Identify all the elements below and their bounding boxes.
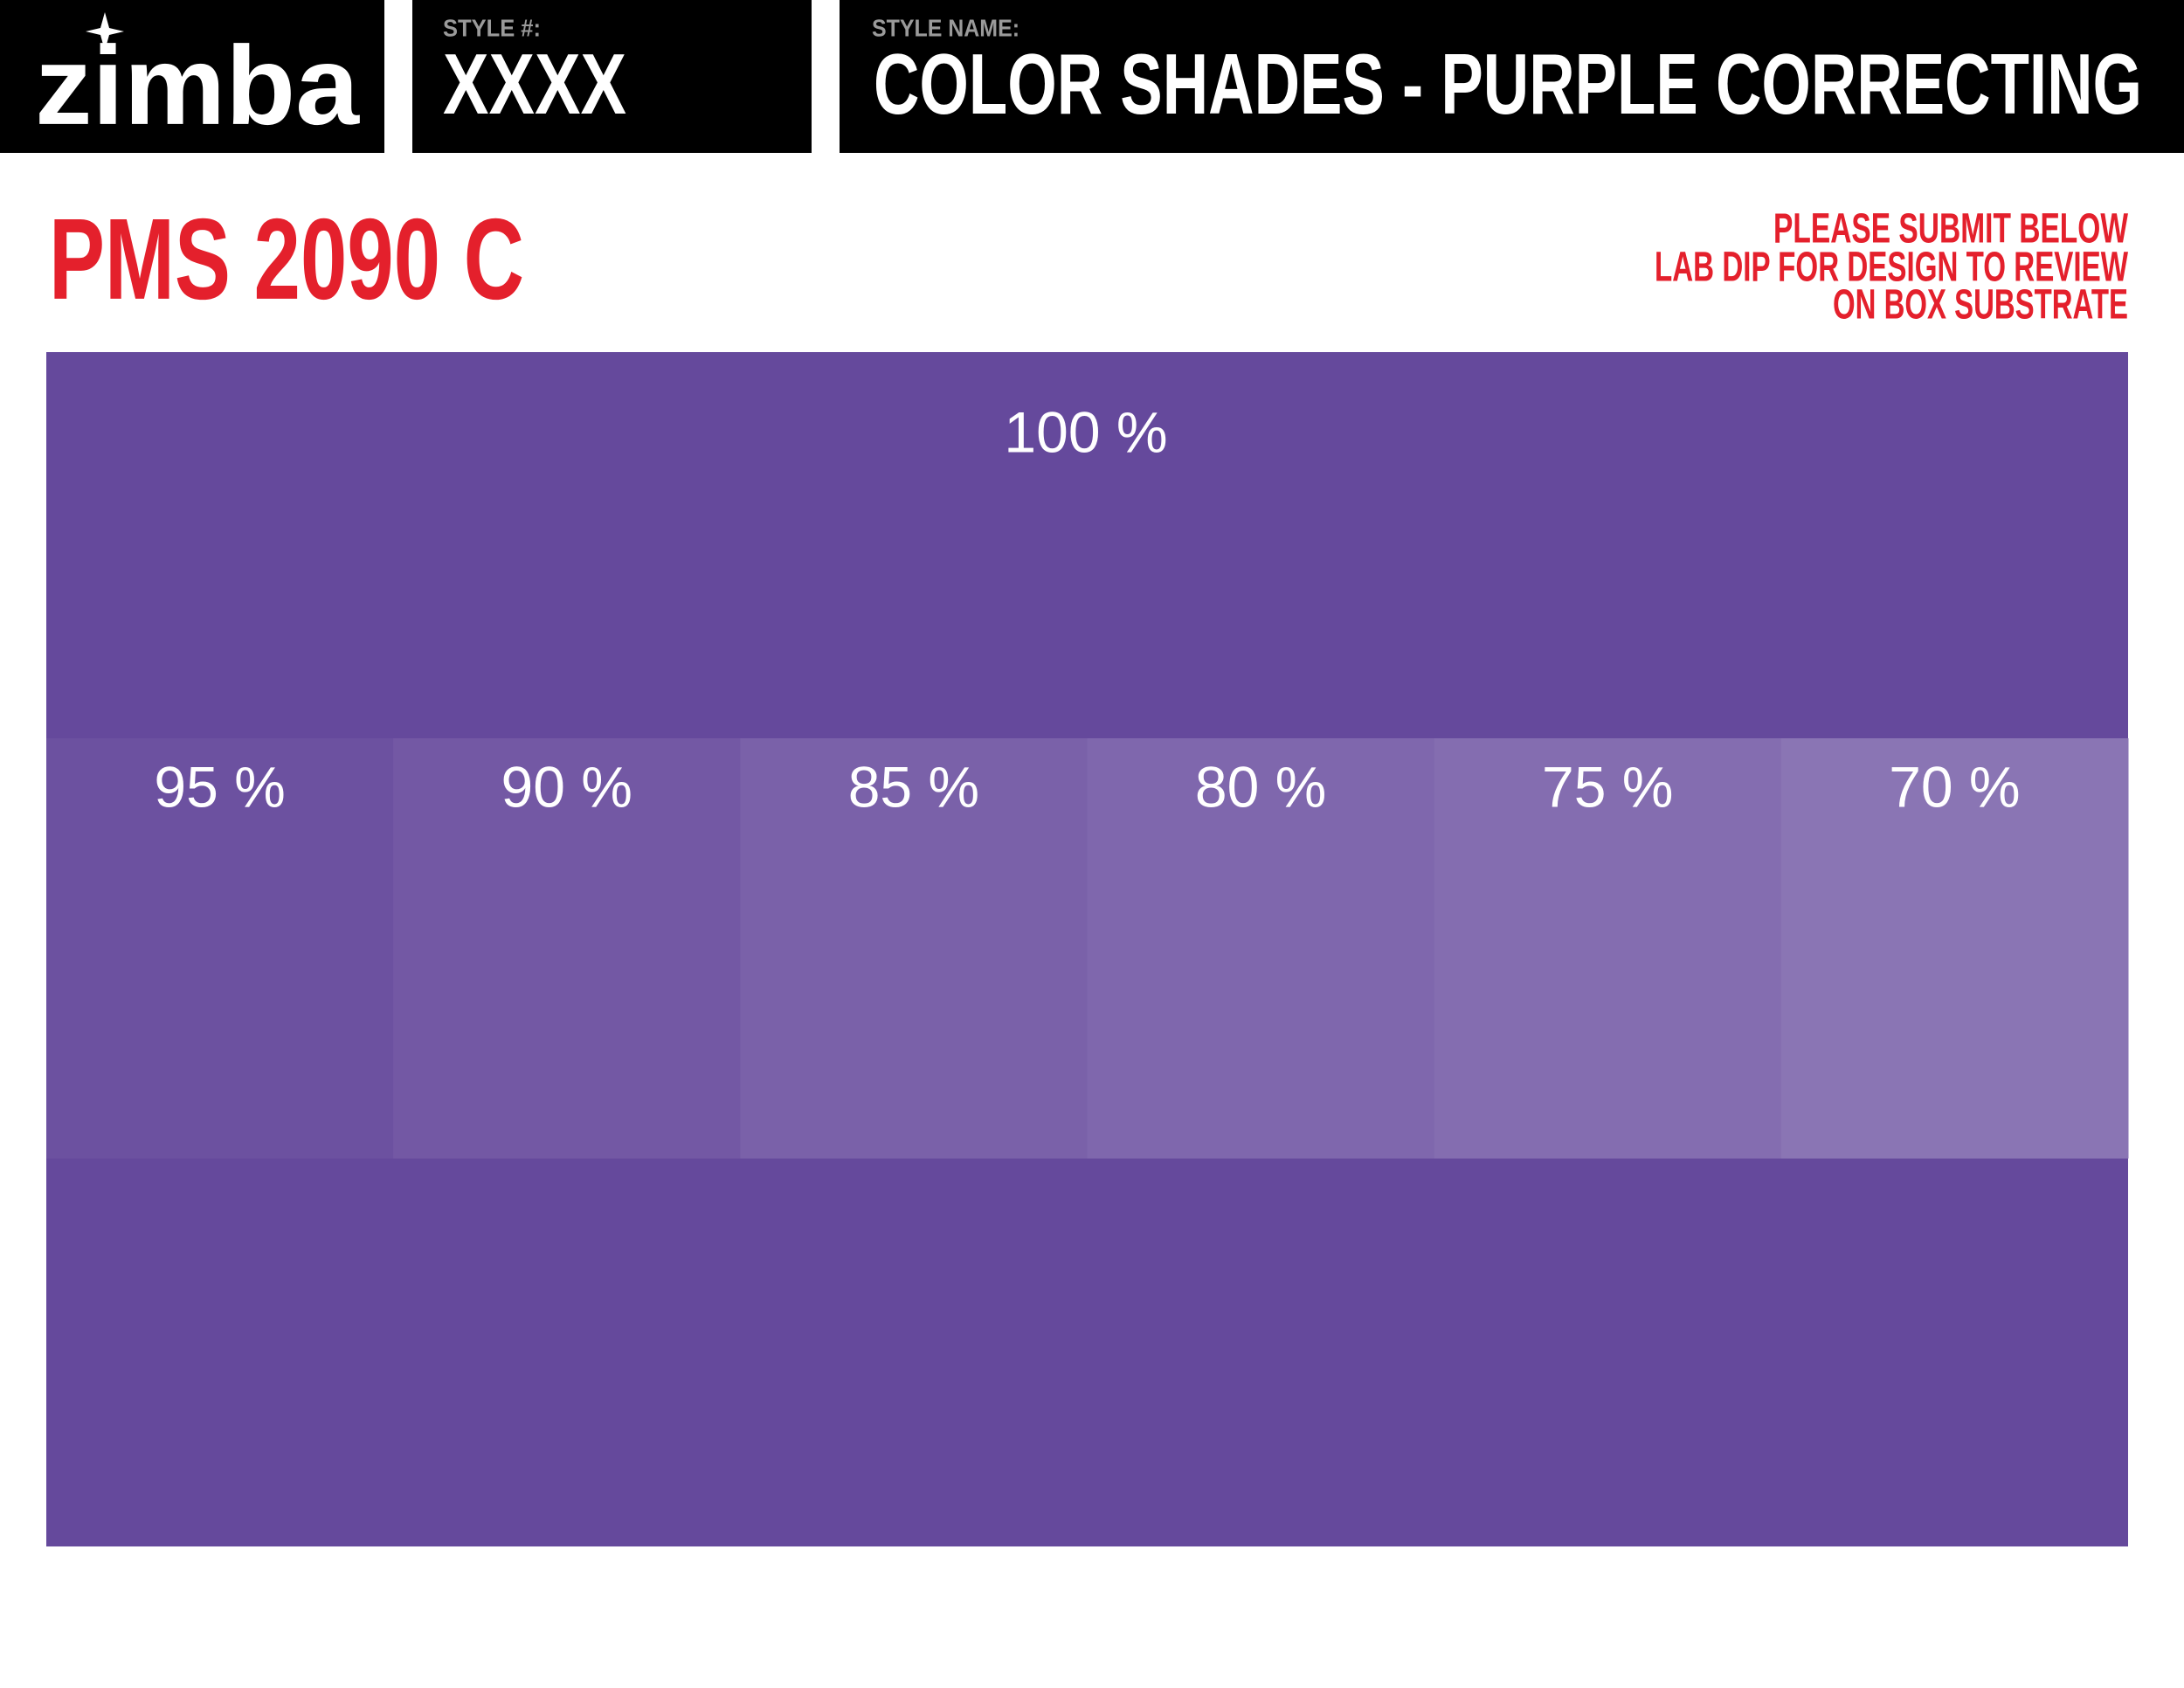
logo: zimba (35, 24, 360, 149)
shade-label: 90 % (501, 754, 632, 819)
shade-row: 95 % 90 % 85 % 80 % 75 % 70 % (46, 738, 2129, 1159)
shade-label: 95 % (154, 754, 285, 819)
shade-label: 85 % (848, 754, 979, 819)
style-number: XXXX (443, 36, 626, 132)
style-name: COLOR SHADES - PURPLE CORRECTING (874, 36, 2142, 132)
shade-label: 70 % (1889, 754, 2020, 819)
shade-swatch (46, 738, 394, 1159)
shade-label: 75 % (1542, 754, 1673, 819)
shade-label: 80 % (1195, 754, 1326, 819)
pms-title: PMS 2090 C (49, 195, 524, 323)
logo-box (0, 0, 384, 153)
style-name-label: STYLE NAME: (872, 14, 1019, 41)
style-number-box (412, 0, 812, 153)
note-line: ON BOX SUBSTRATE (1833, 282, 2128, 329)
base-label: 100 % (1004, 399, 1167, 464)
shade-swatch (740, 738, 1088, 1159)
style-name-box (840, 0, 2184, 153)
shade-swatch (1434, 738, 1782, 1159)
style-number-label: STYLE #: (443, 14, 541, 41)
note-line: PLEASE SUBMIT BELOW (1773, 206, 2128, 253)
shade-swatch (1780, 738, 2129, 1159)
note-line: LAB DIP FOR DESIGN TO REVIEW (1655, 245, 2128, 291)
shade-swatch (1087, 738, 1435, 1159)
logo-star (86, 12, 124, 51)
shade-swatch (393, 738, 741, 1159)
